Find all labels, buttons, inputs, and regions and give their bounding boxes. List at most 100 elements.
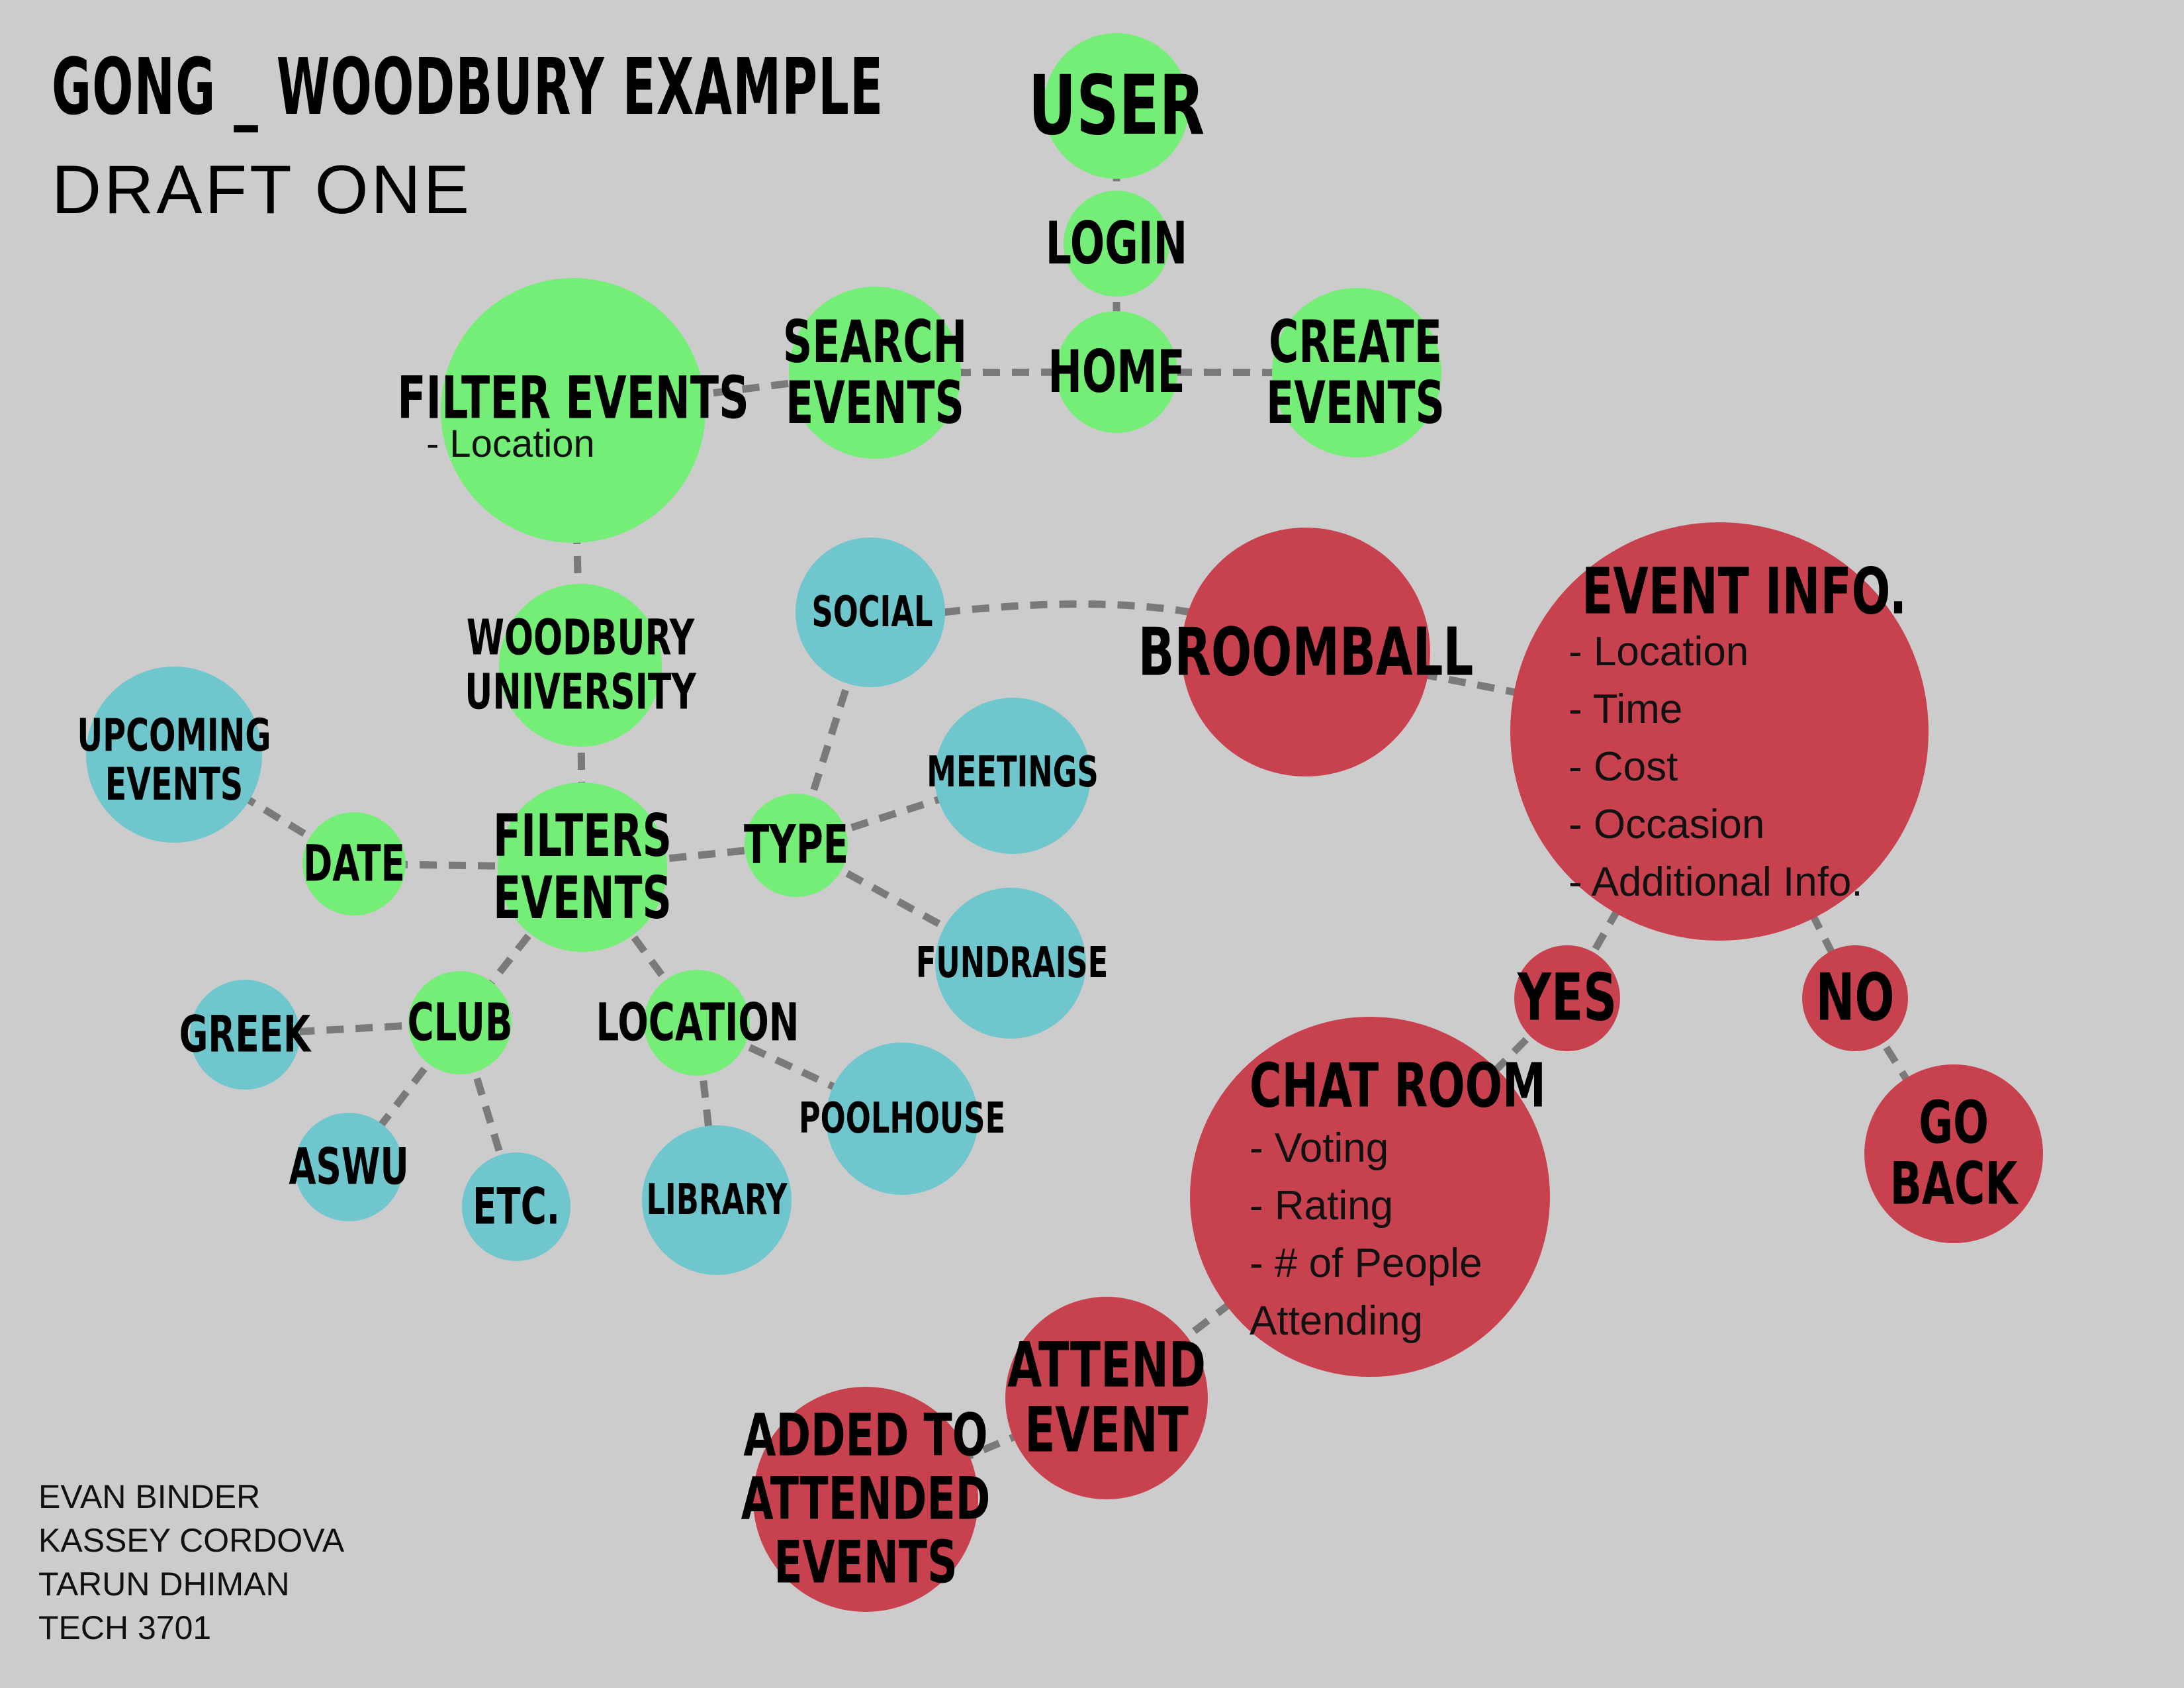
node-label: CHAT ROOM bbox=[1250, 1051, 1546, 1121]
node-user bbox=[1044, 33, 1189, 179]
node-login bbox=[1064, 191, 1169, 297]
node-detail: - Cost bbox=[1569, 744, 1678, 790]
credits: EVAN BINDER KASSEY CORDOVA TARUN DHIMAN … bbox=[38, 1475, 344, 1650]
node-circle bbox=[1864, 1064, 2043, 1243]
node-filter-events bbox=[441, 278, 705, 543]
node-aswu bbox=[295, 1113, 403, 1221]
node-detail: - Rating bbox=[1250, 1183, 1393, 1229]
node-label: POOLHOUSE bbox=[799, 1094, 1005, 1143]
node-circle bbox=[935, 888, 1086, 1039]
node-circle bbox=[295, 1113, 403, 1221]
node-meetings bbox=[934, 698, 1091, 854]
node-label: FUNDRAISE bbox=[916, 939, 1108, 988]
node-circle bbox=[1044, 33, 1189, 179]
node-create-events bbox=[1272, 288, 1441, 457]
node-poolhouse bbox=[826, 1043, 978, 1195]
node-filters-events bbox=[498, 782, 667, 952]
node-circle bbox=[826, 1043, 978, 1195]
node-label: EVENTS bbox=[1266, 369, 1445, 437]
node-circle bbox=[408, 971, 512, 1074]
node-circle bbox=[462, 1152, 570, 1261]
node-label: GO bbox=[1919, 1090, 1989, 1157]
node-label: ADDED TO bbox=[743, 1402, 987, 1470]
node-etc bbox=[462, 1152, 570, 1261]
node-label: WOODBURY bbox=[467, 610, 695, 667]
node-circle bbox=[644, 970, 750, 1076]
node-chat-room bbox=[1190, 1017, 1550, 1377]
node-label: EVENTS bbox=[786, 369, 964, 437]
node-label: GREEK bbox=[179, 1006, 312, 1064]
node-circle bbox=[1181, 528, 1430, 776]
node-circle bbox=[934, 698, 1091, 854]
node-label: YES bbox=[1517, 961, 1617, 1036]
node-added-to-attended bbox=[753, 1387, 978, 1612]
node-label: EVENT bbox=[1024, 1394, 1189, 1466]
node-label: HOME bbox=[1048, 338, 1185, 406]
node-circle bbox=[1802, 945, 1908, 1051]
credit-line: KASSEY CORDOVA bbox=[38, 1522, 345, 1559]
node-detail: - Voting bbox=[1250, 1125, 1388, 1171]
node-circle bbox=[499, 584, 662, 747]
credit-line: TECH 3701 bbox=[38, 1609, 212, 1646]
node-home bbox=[1056, 311, 1177, 433]
node-label: EVENTS bbox=[493, 865, 672, 932]
node-detail: - # of People bbox=[1250, 1241, 1482, 1286]
node-club bbox=[408, 971, 512, 1074]
node-label: SEARCH bbox=[783, 308, 967, 376]
diagram-title: GONG _ WOODBURY EXAMPLE bbox=[52, 41, 884, 132]
node-circle bbox=[1272, 288, 1441, 457]
node-label: CREATE bbox=[1269, 308, 1442, 376]
node-circle bbox=[1510, 522, 1929, 941]
node-library bbox=[642, 1125, 792, 1275]
node-go-back bbox=[1864, 1064, 2043, 1243]
node-circle bbox=[753, 1387, 978, 1612]
node-date bbox=[302, 812, 406, 915]
nodes bbox=[86, 33, 2043, 1612]
node-label: NO bbox=[1815, 961, 1894, 1036]
node-circle bbox=[190, 980, 300, 1090]
node-yes bbox=[1514, 945, 1620, 1051]
node-label: ATTEND bbox=[1007, 1329, 1206, 1401]
node-label: ETC. bbox=[473, 1178, 560, 1236]
node-label: EVENTS bbox=[105, 759, 243, 811]
node-circle bbox=[302, 812, 406, 915]
node-circle bbox=[745, 794, 848, 897]
node-detail: - Additional Info. bbox=[1569, 859, 1863, 905]
node-type bbox=[745, 794, 848, 897]
node-label: DATE bbox=[303, 835, 405, 893]
node-circle bbox=[1064, 191, 1169, 297]
node-detail: - Location bbox=[426, 422, 595, 465]
node-label: UNIVERSITY bbox=[465, 664, 696, 721]
labels: USERLOGINHOMESEARCHEVENTSCREATEEVENTSFIL… bbox=[77, 58, 2019, 1597]
node-attend-event bbox=[1005, 1297, 1208, 1499]
node-label: UPCOMING bbox=[77, 710, 271, 762]
node-event-info bbox=[1510, 522, 1929, 941]
node-woodbury-university bbox=[499, 584, 662, 747]
node-circle bbox=[1190, 1017, 1550, 1377]
node-circle bbox=[498, 782, 667, 952]
node-label: BACK bbox=[1890, 1150, 2019, 1218]
node-label: LOGIN bbox=[1046, 210, 1187, 277]
credit-line: TARUN DHIMAN bbox=[38, 1566, 290, 1603]
node-label: EVENT INFO. bbox=[1582, 554, 1907, 628]
node-fundraise bbox=[935, 888, 1086, 1039]
node-circle bbox=[642, 1125, 792, 1275]
connector-line bbox=[942, 600, 1192, 616]
node-label: TYPE bbox=[744, 815, 848, 876]
node-label: BROOMBALL bbox=[1138, 613, 1474, 690]
credit-line: EVAN BINDER bbox=[38, 1478, 261, 1515]
node-social bbox=[796, 538, 945, 687]
node-circle bbox=[1056, 311, 1177, 433]
node-label: CLUB bbox=[408, 993, 513, 1053]
node-circle bbox=[796, 538, 945, 687]
node-circle bbox=[789, 287, 961, 459]
node-label: LIBRARY bbox=[646, 1176, 788, 1225]
node-upcoming-events bbox=[86, 667, 262, 843]
node-no bbox=[1802, 945, 1908, 1051]
node-label: FILTERS bbox=[493, 802, 672, 870]
node-circle bbox=[1005, 1297, 1208, 1499]
node-label: USER bbox=[1028, 58, 1205, 153]
node-detail: Attending bbox=[1250, 1298, 1423, 1344]
node-detail: - Time bbox=[1569, 686, 1682, 732]
